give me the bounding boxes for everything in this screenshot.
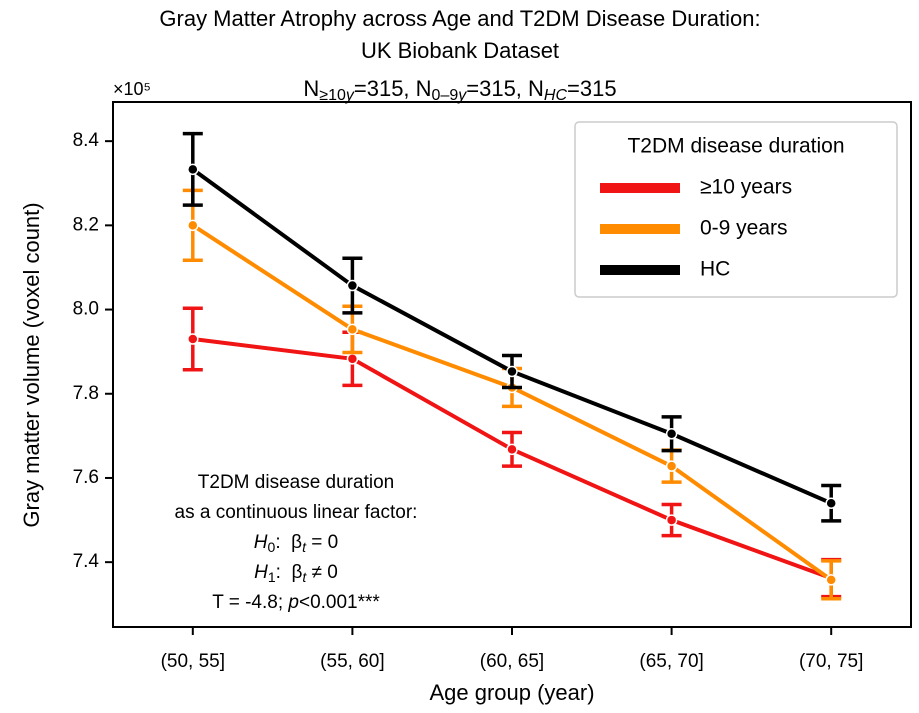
subtitle-segment: y [457,87,467,104]
data-point [187,219,199,232]
annotation-segment: ≠ 0 [306,562,338,583]
data-point [665,428,678,440]
annotation-segment: t [302,539,307,555]
y-tick-label: 7.8 [73,383,99,404]
annotation-segment: 0 [268,539,276,555]
y-tick-label: 8.4 [73,130,100,151]
y-tick-label: 8.2 [73,214,99,235]
data-point [187,333,199,345]
data-point [187,163,199,176]
legend-label: 0-9 years [700,217,788,240]
y-axis-label: Gray matter volume (voxel count) [19,202,44,527]
chart-title: Gray Matter Atrophy across Age and T2DM … [159,6,760,31]
y-tick-label: 7.6 [73,467,99,488]
legend-label: ≥10 years [700,176,792,199]
annotation-segment: t [302,569,307,585]
data-point [346,279,359,292]
annotation-segment: T2DM disease duration [198,472,394,493]
x-tick-label: (70, 75] [799,651,863,672]
legend-label: HC [700,258,730,281]
data-point [825,574,837,586]
chart-title: UK Biobank Dataset [361,38,559,63]
annotation-segment: as a continuous linear factor: [175,502,418,523]
legend-box [574,121,898,298]
subtitle-segment: ≥10 [319,87,346,104]
annotation-line: T2DM disease duration [198,472,394,493]
subtitle-segment: =315, N [466,76,544,101]
y-multiplier: ×10⁵ [113,79,151,99]
x-tick-label: (50, 55] [161,651,225,672]
y-tick-label: 8.0 [73,299,99,320]
annotation-segment: = 0 [306,532,338,553]
subtitle-segment: y [345,87,355,104]
data-point [665,460,678,472]
data-point [506,443,518,456]
annotation-segment: : β [275,532,302,553]
subtitle-segment: 0–9 [432,87,459,104]
annotation-line: as a continuous linear factor: [175,502,418,523]
subtitle-segment: =315 [567,76,617,101]
subtitle-segment: =315, N [354,76,432,101]
data-point [346,353,359,365]
x-tick-label: (55, 60] [320,651,384,672]
annotation-segment: H [254,532,268,553]
data-point [665,514,678,526]
annotation-segment: <0.001*** [299,592,380,613]
annotation-segment: : β [276,562,303,583]
annotation-line: T = -4.8; p<0.001*** [212,592,380,613]
x-axis-label: Age group (year) [429,680,594,705]
annotation-segment: p [287,592,299,613]
x-tick-label: (65, 70] [639,651,703,672]
chart-subtitle: N≥10y=315, N0–9y=315, NHC=315 [303,76,616,104]
annotation-line: H0: βt = 0 [254,532,338,555]
annotation-line: H1: βt ≠ 0 [254,562,338,585]
data-point [506,365,518,378]
data-point [346,323,359,336]
x-tick-label: (60, 65] [480,651,544,672]
y-tick-label: 7.4 [73,551,100,572]
annotation-segment: T = -4.8; [212,592,288,613]
annotation-segment: 1 [268,569,276,585]
data-point [825,497,837,509]
subtitle-segment: HC [544,87,568,104]
annotation-segment: H [254,562,268,583]
legend-title: T2DM disease duration [627,135,844,158]
subtitle-segment: N [303,76,319,101]
